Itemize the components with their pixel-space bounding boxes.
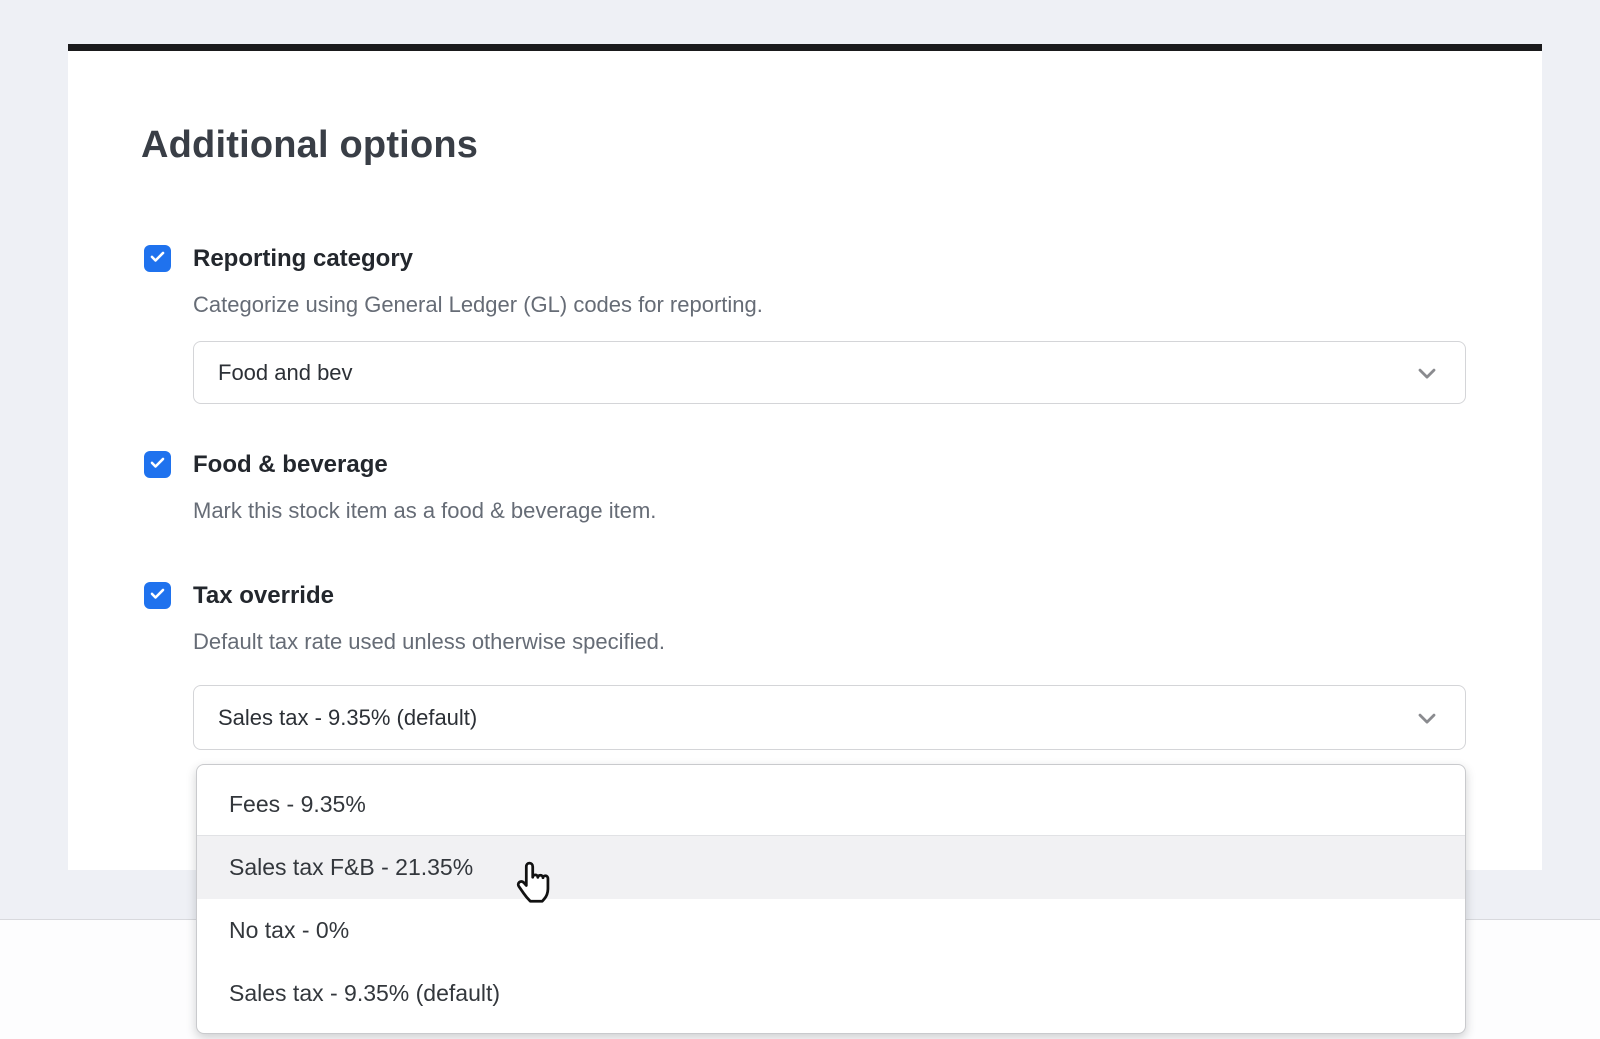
check-icon [148, 584, 167, 608]
chevron-down-icon [1413, 359, 1441, 387]
additional-options-card: Additional options Reporting category Ca… [68, 51, 1542, 870]
dropdown-option-fees[interactable]: Fees - 9.35% [197, 773, 1465, 836]
tax-override-description: Default tax rate used unless otherwise s… [193, 629, 666, 654]
dropdown-option-sales-tax-fb[interactable]: Sales tax F&B - 21.35% [197, 836, 1465, 899]
food-beverage-label: Food & beverage [193, 451, 388, 478]
reporting-category-label: Reporting category [193, 245, 414, 272]
food-beverage-description: Mark this stock item as a food & beverag… [193, 498, 657, 523]
tax-override-dropdown-menu: Fees - 9.35% Sales tax F&B - 21.35% No t… [196, 764, 1466, 1034]
reporting-category-description: Categorize using General Ledger (GL) cod… [193, 292, 763, 317]
check-icon [148, 247, 167, 271]
reporting-category-checkbox[interactable] [144, 245, 171, 272]
tax-override-checkbox[interactable] [144, 582, 171, 609]
check-icon [148, 453, 167, 477]
reporting-category-select-value: Food and bev [218, 359, 353, 385]
tax-override-select[interactable]: Sales tax - 9.35% (default) [193, 685, 1466, 750]
tax-override-label: Tax override [193, 582, 334, 609]
food-beverage-checkbox[interactable] [144, 451, 171, 478]
dropdown-option-no-tax[interactable]: No tax - 0% [229, 917, 350, 943]
reporting-category-select[interactable]: Food and bev [193, 341, 1466, 404]
tax-override-select-value: Sales tax - 9.35% (default) [218, 704, 478, 730]
chevron-down-icon [1413, 704, 1441, 732]
dropdown-option-sales-tax-default[interactable]: Sales tax - 9.35% (default) [229, 980, 501, 1006]
page-title: Additional options [141, 124, 479, 166]
card-top-black-bar [68, 44, 1542, 51]
